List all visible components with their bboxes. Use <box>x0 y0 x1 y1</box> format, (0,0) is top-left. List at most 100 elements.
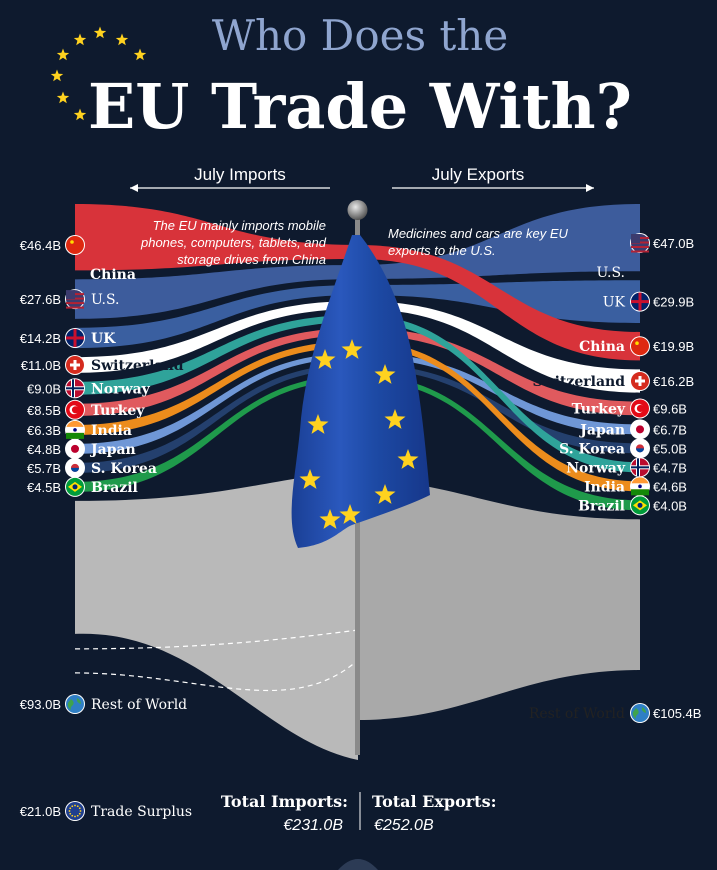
export-value-norway: €4.7B <box>653 460 687 475</box>
trade-surplus-upper-edge <box>74 629 359 650</box>
export-label-brazil: €4.0B Brazil <box>578 495 687 516</box>
ribbon-export-rest-of-world <box>358 480 640 720</box>
import-value-switzerland: €11.0B <box>21 358 61 373</box>
export-partner-brazil: Brazil <box>578 498 625 514</box>
import-partner-u-s: U.S. <box>91 292 120 308</box>
ribbon-import-rest-of-world <box>75 470 358 760</box>
total-exports-value: €252.0B <box>374 817 434 834</box>
ribbon-import-japan <box>75 353 358 454</box>
import-partner-brazil: Brazil <box>91 480 138 496</box>
south-korea-flag-icon <box>630 438 650 459</box>
imports-note-line-3: storage drives from China <box>177 252 326 267</box>
title-star-icon <box>93 26 107 39</box>
title-star-icon <box>56 48 70 61</box>
imports-header: July Imports <box>194 165 286 184</box>
japan-flag-icon <box>630 419 650 440</box>
trade-surplus-lower-edge <box>74 659 359 692</box>
export-label-japan: €6.7B Japan <box>578 419 687 440</box>
export-value-switzerland: €16.2B <box>653 374 694 389</box>
ribbon-import-s-korea <box>75 364 358 473</box>
eu-flag-on-pole <box>291 200 430 755</box>
import-partner-turkey: Turkey <box>91 403 145 419</box>
export-partner-rest-of-world: Rest of World <box>529 706 625 722</box>
ribbon-export-brazil <box>358 375 640 511</box>
uk-flag-icon <box>630 291 650 312</box>
south-korea-flag-icon <box>65 457 85 478</box>
title-stars <box>50 26 147 121</box>
eu-flag <box>291 235 430 548</box>
export-partner-uk: UK <box>603 295 626 311</box>
ribbon-import-uk <box>75 285 358 349</box>
import-label-s-korea: €5.7B S. Korea <box>27 457 157 478</box>
flag-star-icon <box>397 449 419 469</box>
ribbon-import-switzerland <box>75 301 358 373</box>
import-label-trade-surplus: €21.0B Trade Surplus <box>20 801 192 821</box>
import-value-uk: €14.2B <box>20 331 61 346</box>
import-partner-japan: Japan <box>89 442 136 458</box>
total-exports-label: Total Exports: <box>372 792 496 811</box>
brazil-flag-icon <box>65 476 85 497</box>
flag-star-icon <box>299 469 321 489</box>
import-value-turkey: €8.5B <box>27 403 61 418</box>
export-partner-u-s: U.S. <box>596 265 625 281</box>
japan-flag-icon <box>65 438 85 459</box>
ribbon-export-switzerland <box>358 301 640 393</box>
exports-annotation: Medicines and cars are key EU exports to… <box>388 226 569 258</box>
import-partner-norway: Norway <box>91 381 151 397</box>
import-label-brazil: €4.5B Brazil <box>27 476 138 497</box>
globe-icon <box>65 694 85 714</box>
import-label-u-s: €27.6B U.S. <box>20 289 120 310</box>
eu-flag-stars <box>299 339 419 529</box>
import-labels: €46.4B China €27.6B U.S. €14.2B UK €11.0B Switz… <box>20 235 192 821</box>
ribbon-import-u-s <box>75 265 358 319</box>
title-star-icon <box>115 33 129 46</box>
flag-star-icon <box>339 504 361 524</box>
ribbon-export-india <box>358 341 640 492</box>
export-label-norway: €4.7B Norway <box>566 457 687 478</box>
export-partner-norway: Norway <box>566 460 626 476</box>
import-label-india: €6.3B India <box>27 419 132 440</box>
imports-note-line-1: The EU mainly imports mobile <box>153 218 326 233</box>
export-label-turkey: €9.6B Turkey <box>572 398 687 419</box>
ribbon-export-norway <box>358 315 640 473</box>
export-value-china: €19.9B <box>653 339 694 354</box>
footer-logo-icon <box>338 859 378 870</box>
import-partner-s-korea: S. Korea <box>91 461 157 477</box>
export-label-rest-of-world: €105.4B Rest of World <box>529 703 701 723</box>
export-value-india: €4.6B <box>653 479 687 494</box>
export-label-uk: €29.9B UK <box>603 291 694 312</box>
import-label-rest-of-world: €93.0B Rest of World <box>20 694 187 714</box>
flag-star-icon <box>341 339 363 359</box>
uk-flag-icon <box>65 327 85 348</box>
us-flag-icon <box>65 289 85 310</box>
import-value-u-s: €27.6B <box>20 292 61 307</box>
exports-header: July Exports <box>432 165 525 184</box>
title-line-1: Who Does the <box>212 11 508 60</box>
export-value-u-s: €47.0B <box>653 236 694 251</box>
turkey-flag-icon <box>65 399 85 420</box>
ribbon-export-turkey <box>358 328 640 416</box>
ribbon-import-india <box>75 341 358 435</box>
import-value-brazil: €4.5B <box>27 480 61 495</box>
import-partner-uk: UK <box>91 331 116 347</box>
flag-star-icon <box>314 349 336 369</box>
export-label-u-s: €47.0B U.S. <box>596 233 694 281</box>
import-label-switzerland: €11.0B Switzerland <box>21 354 184 375</box>
import-partner-trade-surplus: Trade Surplus <box>91 804 192 820</box>
export-labels: €47.0B U.S. €29.9B UK €19.9B China €16.2B Switz… <box>529 233 701 723</box>
export-partner-switzerland: Switzerland <box>532 374 625 390</box>
import-label-china: €46.4B China <box>20 235 136 283</box>
import-label-norway: €9.0B Norway <box>27 378 151 399</box>
india-flag-icon <box>630 476 650 497</box>
import-label-uk: €14.2B UK <box>20 327 116 348</box>
import-value-japan: €4.8B <box>27 442 61 457</box>
import-value-rest-of-world: €93.0B <box>20 697 61 712</box>
flag-star-icon <box>384 409 406 429</box>
title-line-2: EU Trade With? <box>88 70 632 143</box>
india-flag-icon <box>65 419 85 440</box>
ribbon-export-china <box>358 245 640 361</box>
export-value-s-korea: €5.0B <box>653 441 687 456</box>
exports-note-line-2: exports to the U.S. <box>388 243 496 258</box>
